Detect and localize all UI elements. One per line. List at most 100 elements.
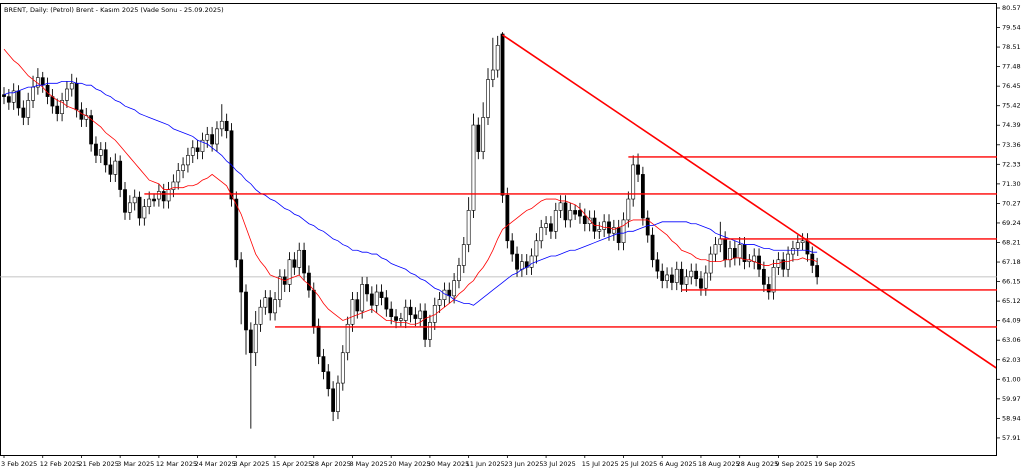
candle-body <box>132 196 137 204</box>
y-tick-label: 68.21 <box>1002 238 1021 246</box>
candle-body <box>437 299 442 306</box>
candle-body <box>394 316 398 321</box>
x-tick-label: 30 May 2025 <box>427 460 469 468</box>
x-tick-label: 3 Apr 2025 <box>233 460 269 468</box>
candle-body <box>592 217 597 232</box>
candle-body <box>670 274 674 283</box>
candle-body <box>389 308 394 317</box>
y-tick-label: 75.42 <box>1002 102 1021 110</box>
candle-body <box>384 297 389 310</box>
candle-body <box>11 90 16 103</box>
candle-body <box>152 198 156 202</box>
candle-body <box>442 289 447 300</box>
candle-body <box>757 255 761 270</box>
candle-body <box>239 259 244 293</box>
candle-body <box>771 267 776 293</box>
candle-body <box>273 299 277 314</box>
y-tick-label: 76.45 <box>1002 82 1021 90</box>
candle-body <box>6 96 11 103</box>
candle-body <box>534 240 539 257</box>
x-tick-label: 3 Mar 2025 <box>117 460 154 468</box>
candle-body <box>549 223 553 232</box>
y-tick-label: 72.33 <box>1002 160 1021 168</box>
candle-body <box>660 270 665 281</box>
x-tick-label: 28 Apr 2025 <box>311 460 351 468</box>
x-tick-label: 25 Jul 2025 <box>621 460 658 468</box>
candle-body <box>718 238 723 245</box>
x-tick-label: 19 Sep 2025 <box>814 460 855 468</box>
candle-body <box>413 314 418 319</box>
x-tick-label: 23 Jun 2025 <box>504 460 543 468</box>
candle-body <box>321 356 326 373</box>
candle-body <box>563 202 568 221</box>
candle-body <box>2 94 6 97</box>
candle-body <box>766 284 771 293</box>
candle-body <box>621 219 626 243</box>
candle-body <box>137 196 142 219</box>
candle-body <box>210 134 215 145</box>
candle-body <box>640 174 645 219</box>
candle-body <box>16 90 21 109</box>
candle-body <box>539 227 544 242</box>
candle-body <box>723 238 728 261</box>
y-tick-label: 73.36 <box>1002 141 1021 149</box>
y-tick-label: 70.27 <box>1002 199 1021 207</box>
x-tick-label: 11 Jun 2025 <box>466 460 505 468</box>
y-tick-label: 69.24 <box>1002 219 1021 227</box>
y-tick-label: 65.12 <box>1002 297 1021 305</box>
candle-body <box>365 284 369 295</box>
x-tick-label: 8 May 2025 <box>349 460 387 468</box>
candle-body <box>166 189 171 202</box>
candle-body <box>340 352 345 384</box>
candle-body <box>292 259 297 268</box>
candle-body <box>631 164 636 200</box>
candle-body <box>127 202 132 213</box>
candle-body <box>500 33 505 196</box>
moving-average <box>3 81 818 306</box>
candle-body <box>578 210 582 217</box>
candle-body <box>287 259 292 285</box>
candle-body <box>481 117 486 152</box>
candle-body <box>103 149 108 166</box>
candle-body <box>418 310 423 319</box>
candle-body <box>123 189 127 213</box>
x-tick-label: 15 Apr 2025 <box>272 460 312 468</box>
candle-body <box>297 249 302 268</box>
candle-body <box>815 265 820 278</box>
candle-body <box>186 155 190 166</box>
candle-body <box>60 100 64 114</box>
x-tick-label: 21 Feb 2025 <box>78 460 118 468</box>
y-tick-label: 59.97 <box>1002 395 1021 403</box>
candle-body <box>694 270 699 280</box>
candle-body <box>369 293 374 306</box>
candle-body <box>529 255 534 268</box>
candle-body <box>74 83 79 111</box>
candle-body <box>345 323 350 354</box>
candle-body <box>568 210 573 221</box>
candle-body <box>471 124 476 211</box>
candle-body <box>713 244 718 255</box>
candle-body <box>156 191 161 200</box>
candle-body <box>374 291 379 306</box>
candle-body <box>708 253 713 274</box>
candle-body <box>636 164 640 175</box>
candle-body <box>190 147 195 156</box>
candle-body <box>573 210 578 215</box>
x-tick-label: 3 Jul 2025 <box>543 460 576 468</box>
candle-body <box>805 240 810 255</box>
candle-body <box>679 268 684 285</box>
candle-body <box>268 297 273 314</box>
candle-body <box>248 329 253 354</box>
candle-body <box>307 272 311 291</box>
candle-body <box>408 306 413 316</box>
trend-line <box>502 34 996 369</box>
candle-body <box>655 259 660 272</box>
candle-body <box>331 388 336 412</box>
candle-body <box>40 77 45 86</box>
candle-body <box>277 276 282 300</box>
candle-body <box>452 280 457 297</box>
candle-body <box>195 147 200 152</box>
candle-body <box>350 299 355 325</box>
candle-body <box>379 291 384 299</box>
candle-body <box>519 261 524 270</box>
